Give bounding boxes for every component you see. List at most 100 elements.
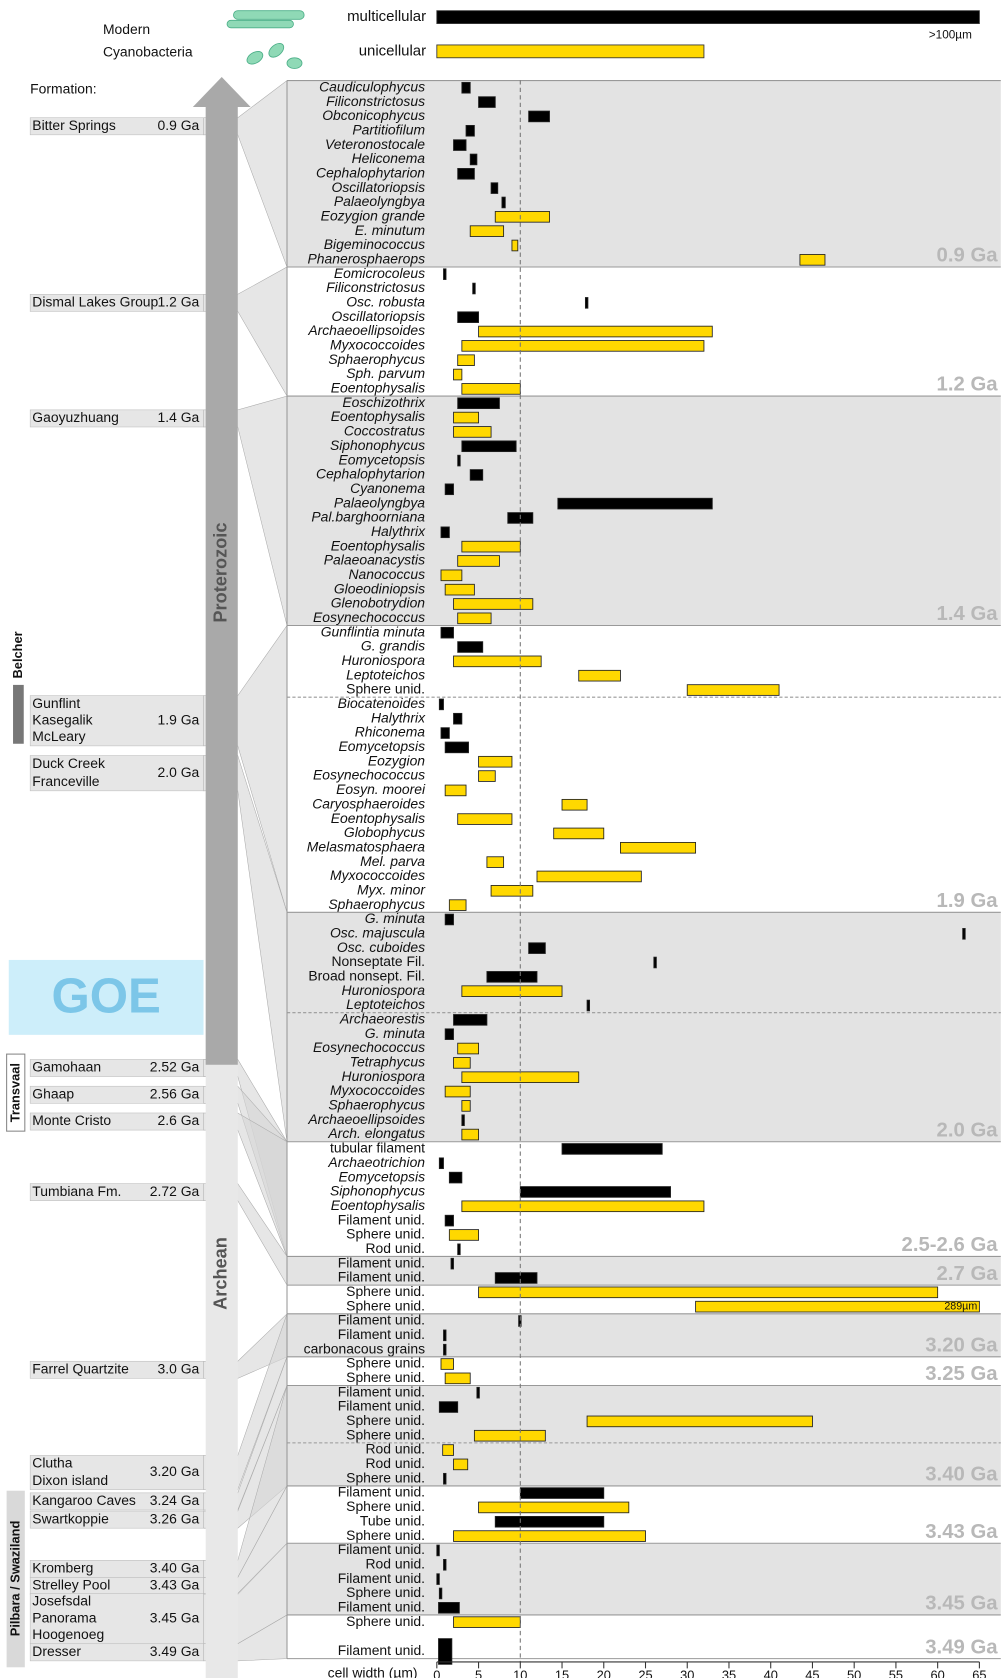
taxon-label: Eoentophysalis [331,1197,425,1213]
range-bar [473,1429,546,1442]
taxon-label: Leptoteichos [346,996,425,1012]
range-bar [465,124,475,137]
goe-label: GOE [51,969,160,1024]
header: Modern Cyanobacteria [103,21,193,59]
taxon-label: Eosynechococcus [313,1039,425,1055]
taxon-label: Sphaerophycus [328,1097,425,1113]
formation-name: Gamohaan [32,1059,101,1075]
x-tick-label: 35 [722,1667,736,1678]
taxon-label: Sphere unid. [346,1426,425,1442]
taxon-label: Pal.barghoorniana [311,509,425,525]
range-bar [453,598,534,610]
formation-age: 1.4 Ga [158,409,200,425]
range-bar [453,411,479,424]
range-bar [494,1515,605,1528]
basin-bar [13,684,24,744]
range-bar [440,526,450,539]
range-bar [461,440,517,453]
range-bar [453,1458,469,1471]
range-bar [443,1343,447,1356]
taxon-label: Eomycetopsis [338,451,425,467]
range-bar [553,827,605,840]
taxon-label: E. minutum [355,222,425,238]
legend-label: multicellular [347,8,426,25]
taxon-label: Filament unid. [338,1383,425,1399]
group-label: 2.5-2.6 Ga [902,1234,999,1256]
taxon-label: Filament unid. [338,1398,425,1414]
x-tick-label: 45 [805,1667,819,1678]
range-bar [443,1472,447,1485]
taxon-label: Rhiconema [355,724,426,740]
range-bar [444,1372,471,1385]
taxon-label: Osc. majuscula [330,924,425,940]
range-bar [457,354,475,366]
range-bar [440,727,450,739]
formation-name: Josefsdal [32,1593,91,1609]
formation-age: 3.40 Ga [150,1560,200,1576]
archean-bar [205,1064,238,1678]
taxon-label: Eosyn. moorei [336,781,426,797]
range-bar [443,268,447,280]
taxon-label: Sphere unid. [346,1498,425,1514]
taxon-label: Filament unid. [338,1598,425,1614]
range-bar [444,1214,454,1227]
range-bar [436,1573,440,1585]
group-label: 1.4 Ga [937,603,999,625]
formation-name: Clutha [32,1455,72,1471]
taxon-label: Filament unid. [338,1642,425,1658]
formation-age: 2.56 Ga [150,1085,200,1101]
range-bar [443,1558,447,1571]
range-bar [457,813,513,825]
range-bar [478,755,513,768]
formation-box [29,1455,204,1490]
range-bar [453,426,492,438]
taxon-label: Archaeorestis [339,1011,425,1027]
x-tick-label: 40 [764,1667,778,1678]
formation-age: 2.72 Ga [150,1183,200,1199]
range-bar [440,1358,454,1370]
taxon-label: Sphere unid. [346,1613,425,1629]
formation-name: Duck Creek [32,755,105,771]
taxon-label: Filament unid. [338,1312,425,1328]
taxon-label: Caudiculophycus [319,78,425,94]
range-bar [448,1229,479,1241]
taxon-label: Bigeminococcus [324,236,425,252]
formation-name: Kangaroo Caves [32,1492,136,1508]
range-bar [457,1243,461,1256]
range-bar [586,999,591,1012]
range-bar [472,282,476,295]
taxon-label: Obconicophycus [322,107,425,123]
formation-box [29,755,204,792]
formation-box [29,1510,204,1529]
x-tick-label: 25 [638,1667,652,1678]
taxon-label: Sphere unid. [346,1369,425,1385]
group-bg [287,1256,1001,1286]
range-bar [519,1487,605,1499]
range-bar [461,340,705,352]
taxon-label: carbonacous grains [304,1340,425,1356]
range-bar [450,1257,454,1270]
formation-age: 3.45 Ga [150,1609,200,1625]
taxon-label: Leptoteichos [346,666,425,682]
range-bar [444,1085,471,1098]
taxon-label: Sphere unid. [346,1226,425,1242]
range-bar [501,196,506,209]
taxon-label: Myxococcoides [330,1082,425,1098]
taxon-label: Cephalophytarion [316,466,425,482]
formation-name: Dixon island [32,1472,108,1488]
range-bar [478,96,496,108]
x-tick-label: 30 [680,1667,694,1678]
taxon-label: Filiconstrictosus [326,279,425,295]
taxon-label: G. minuta [365,910,426,926]
formation-age: 0.9 Ga [158,117,200,133]
group-bg [287,396,1001,626]
taxon-label: Filament unid. [338,1484,425,1500]
formation-age: 2.6 Ga [158,1112,200,1128]
range-bar [461,81,471,94]
formation-name: Tumbiana Fm. [32,1183,121,1199]
formation-name: McLeary [32,728,85,744]
range-bar [444,583,475,596]
taxon-label: Nanococcus [349,566,426,582]
range-bar [453,1530,646,1542]
